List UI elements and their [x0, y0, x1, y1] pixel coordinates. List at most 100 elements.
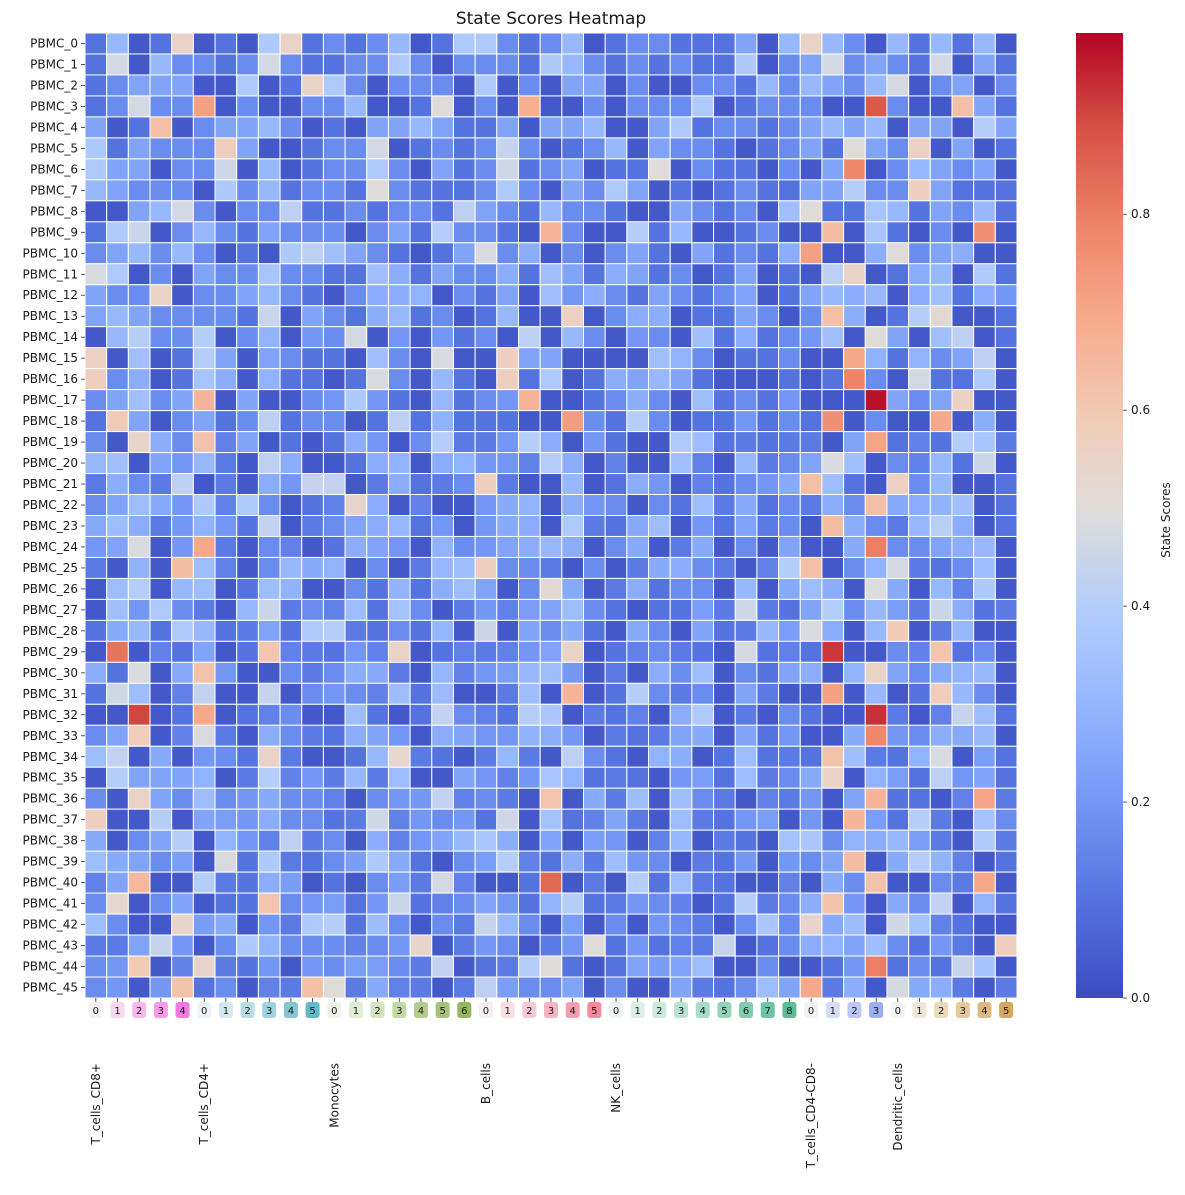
- heatmap-cell: [951, 829, 975, 852]
- heatmap-cell: [973, 515, 996, 537]
- heatmap-cell: [799, 452, 823, 475]
- heatmap-cell: [279, 389, 303, 412]
- heatmap-cell: [257, 452, 281, 475]
- heatmap-cell: [778, 116, 801, 139]
- heatmap-cell: [236, 263, 259, 286]
- heatmap-cell: [734, 535, 758, 558]
- heatmap-cell: [452, 305, 476, 328]
- heatmap-cell: [908, 808, 931, 831]
- state-label-box: [327, 1002, 342, 1018]
- heatmap-cell: [864, 53, 888, 76]
- heatmap-cell: [929, 494, 953, 516]
- heatmap-cell: [366, 200, 389, 223]
- heatmap-cell: [106, 494, 129, 516]
- heatmap-cell: [214, 955, 238, 978]
- heatmap-cell: [496, 473, 519, 496]
- row-label: PBMC_32: [23, 708, 78, 722]
- heatmap-cell: [864, 158, 888, 181]
- heatmap-cell: [84, 787, 108, 810]
- heatmap-cell: [301, 179, 324, 202]
- heatmap-cell: [452, 724, 476, 747]
- heatmap-cell: [366, 158, 389, 181]
- heatmap-cell: [192, 850, 216, 873]
- heatmap-cell: [648, 200, 671, 223]
- heatmap-cell: [843, 766, 866, 789]
- heatmap-cell: [236, 53, 259, 76]
- heatmap-cell: [431, 326, 454, 349]
- heatmap-cell: [539, 515, 563, 537]
- heatmap-cell: [561, 535, 585, 558]
- state-label-box: [999, 1002, 1014, 1018]
- heatmap-cell: [257, 32, 281, 55]
- heatmap-cell: [886, 410, 910, 433]
- heatmap-cell: [452, 263, 476, 286]
- heatmap-cell: [474, 158, 498, 181]
- heatmap-cell: [387, 892, 411, 915]
- heatmap-cell: [951, 850, 975, 873]
- heatmap-cell: [322, 137, 346, 160]
- heatmap-cell: [994, 347, 1018, 370]
- heatmap-cell: [756, 431, 780, 454]
- heatmap-cell: [778, 53, 801, 76]
- heatmap-cell: [431, 598, 454, 621]
- heatmap-cell: [864, 556, 888, 579]
- heatmap-cell: [843, 347, 866, 370]
- heatmap-cell: [994, 473, 1018, 496]
- heatmap-cell: [821, 158, 845, 181]
- heatmap-cell: [452, 137, 476, 160]
- heatmap-cell: [496, 389, 519, 412]
- heatmap-cell: [301, 661, 324, 684]
- heatmap-cell: [973, 452, 996, 475]
- heatmap-cell: [517, 95, 541, 118]
- heatmap-cell: [994, 703, 1018, 726]
- heatmap-cell: [734, 452, 758, 475]
- heatmap-cell: [951, 766, 975, 789]
- heatmap-cell: [387, 556, 411, 579]
- heatmap-cell: [994, 787, 1018, 810]
- heatmap-cell: [734, 955, 758, 978]
- heatmap-cell: [929, 95, 953, 118]
- heatmap-cell: [734, 661, 758, 684]
- heatmap-cell: [604, 221, 628, 244]
- heatmap-cell: [344, 766, 368, 789]
- heatmap-cell: [431, 368, 454, 391]
- heatmap-cell: [799, 766, 823, 789]
- heatmap-cell: [387, 389, 411, 412]
- heatmap-cell: [366, 556, 389, 579]
- heatmap-cell: [279, 74, 303, 97]
- heatmap-cell: [387, 535, 411, 558]
- heatmap-cell: [301, 494, 324, 516]
- heatmap-cell: [908, 955, 931, 978]
- heatmap-cell: [756, 263, 780, 286]
- heatmap-cell: [192, 263, 216, 286]
- heatmap-cell: [929, 389, 953, 412]
- heatmap-cell: [84, 598, 108, 621]
- heatmap-cell: [908, 766, 931, 789]
- heatmap-cell: [886, 766, 910, 789]
- heatmap-cell: [799, 934, 823, 957]
- heatmap-cell: [756, 284, 780, 307]
- heatmap-cell: [821, 871, 845, 894]
- state-label-box: [630, 1002, 645, 1018]
- heatmap-cell: [843, 640, 866, 663]
- heatmap-cell: [322, 955, 346, 978]
- heatmap-cell: [387, 577, 411, 600]
- heatmap-cell: [929, 158, 953, 181]
- heatmap-cell: [431, 452, 454, 475]
- heatmap-cell: [583, 389, 606, 412]
- heatmap-cell: [561, 116, 585, 139]
- heatmap-cell: [908, 892, 931, 915]
- heatmap-cell: [734, 326, 758, 349]
- heatmap-cell: [106, 850, 129, 873]
- heatmap-cell: [626, 431, 650, 454]
- heatmap-cell: [106, 892, 129, 915]
- heatmap-cell: [452, 347, 476, 370]
- heatmap-cell: [214, 200, 238, 223]
- heatmap-cell: [517, 137, 541, 160]
- heatmap-cell: [604, 976, 628, 999]
- heatmap-cell: [604, 200, 628, 223]
- heatmap-cell: [778, 766, 801, 789]
- heatmap-cell: [561, 200, 585, 223]
- heatmap-cell: [734, 598, 758, 621]
- heatmap-cell: [626, 640, 650, 663]
